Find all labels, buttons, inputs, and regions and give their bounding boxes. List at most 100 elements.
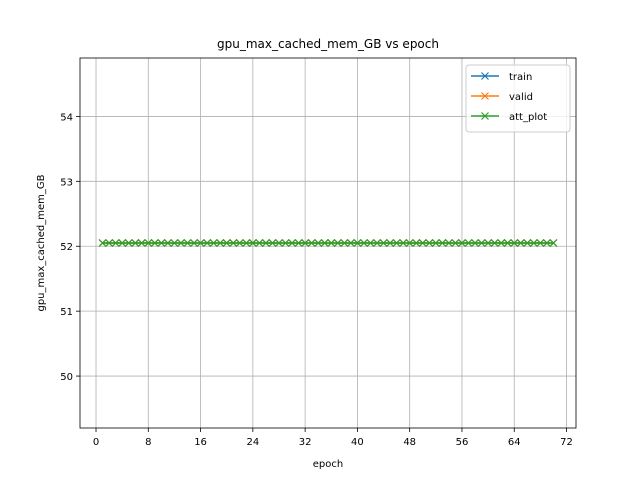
data-point: [346, 239, 355, 247]
legend-marker: [481, 112, 489, 120]
series-att-plot: [98, 239, 558, 247]
data-point: [327, 239, 336, 247]
data-point: [196, 239, 205, 247]
data-point: [438, 239, 447, 247]
data-point: [183, 239, 192, 247]
legend-item-att-plot: att_plot: [471, 112, 547, 123]
data-point: [314, 239, 323, 247]
data-point: [399, 239, 408, 247]
data-point: [542, 239, 551, 247]
x-tick-label: 72: [560, 437, 573, 448]
data-point: [288, 239, 296, 247]
data-point: [203, 239, 212, 247]
y-axis-label: gpu_max_cached_mem_GB: [36, 174, 47, 311]
x-axis-label: epoch: [313, 459, 343, 470]
y-tick-label: 50: [60, 372, 73, 383]
data-point: [418, 239, 427, 247]
data-point: [261, 239, 270, 247]
data-point: [340, 239, 349, 247]
data-point: [144, 239, 153, 247]
data-point: [131, 239, 140, 247]
y-tick-label: 53: [60, 177, 73, 188]
data-point: [536, 239, 545, 247]
data-point: [209, 239, 218, 247]
data-point: [124, 239, 133, 247]
data-point: [150, 239, 159, 247]
data-point: [510, 239, 519, 247]
data-point: [222, 239, 231, 247]
data-point: [248, 239, 257, 247]
data-point: [294, 239, 303, 247]
data-point: [431, 239, 440, 247]
legend-label: train: [509, 72, 532, 83]
data-point: [301, 239, 310, 247]
data-point: [412, 239, 421, 247]
data-point: [242, 239, 251, 247]
data-point: [320, 239, 329, 247]
data-point: [386, 239, 395, 247]
data-point: [170, 239, 179, 247]
data-point: [105, 239, 114, 247]
data-point: [503, 239, 512, 247]
series-layer: [98, 239, 558, 247]
data-point: [163, 239, 172, 247]
data-point: [216, 239, 225, 247]
x-tick-label: 48: [403, 437, 416, 448]
data-point: [405, 239, 414, 247]
data-point: [281, 239, 290, 247]
data-point: [379, 239, 388, 247]
data-point: [425, 239, 434, 247]
data-point: [490, 239, 499, 247]
x-tick-label: 8: [145, 437, 151, 448]
data-point: [529, 239, 538, 247]
data-point: [98, 239, 107, 247]
y-axis: 50 51 52 53 54: [60, 112, 80, 383]
x-tick-label: 0: [93, 437, 99, 448]
data-point: [392, 239, 401, 247]
data-point: [373, 239, 381, 247]
legend-item-valid: valid: [471, 92, 533, 103]
legend-marker: [481, 92, 489, 100]
data-point: [464, 239, 473, 247]
data-point: [190, 239, 198, 247]
data-point: [275, 239, 283, 247]
data-point: [177, 239, 185, 247]
data-point: [137, 239, 146, 247]
data-point: [353, 239, 362, 247]
legend-item-train: train: [471, 72, 532, 83]
data-point: [118, 239, 127, 247]
data-point: [549, 239, 558, 247]
x-tick-label: 32: [299, 437, 312, 448]
data-point: [477, 239, 486, 247]
x-tick-label: 16: [194, 437, 207, 448]
data-point: [333, 239, 342, 247]
x-tick-label: 56: [456, 437, 469, 448]
data-point: [157, 239, 166, 247]
x-axis: 0 8 16 24 32 40 48 56 64 72: [93, 428, 573, 448]
legend: train valid att_plot: [465, 64, 571, 133]
legend-label: valid: [509, 92, 533, 103]
data-point: [451, 239, 460, 247]
x-tick-label: 64: [508, 437, 521, 448]
data-point: [307, 239, 316, 247]
data-point: [444, 239, 453, 247]
data-point: [360, 239, 368, 247]
data-point: [523, 239, 532, 247]
axes-frame: [79, 57, 577, 429]
data-point: [497, 239, 506, 247]
legend-label: att_plot: [509, 112, 547, 123]
data-point: [366, 239, 375, 247]
y-tick-label: 51: [60, 307, 73, 318]
x-tick-label: 40: [351, 437, 364, 448]
data-point: [235, 239, 244, 247]
data-point: [471, 239, 479, 247]
data-point: [268, 239, 277, 247]
data-point: [111, 239, 120, 247]
data-point: [458, 239, 466, 247]
data-point: [229, 239, 238, 247]
y-tick-label: 52: [60, 242, 73, 253]
x-tick-label: 24: [246, 437, 259, 448]
chart-title: gpu_max_cached_mem_GB vs epoch: [217, 37, 439, 51]
data-point: [484, 239, 493, 247]
